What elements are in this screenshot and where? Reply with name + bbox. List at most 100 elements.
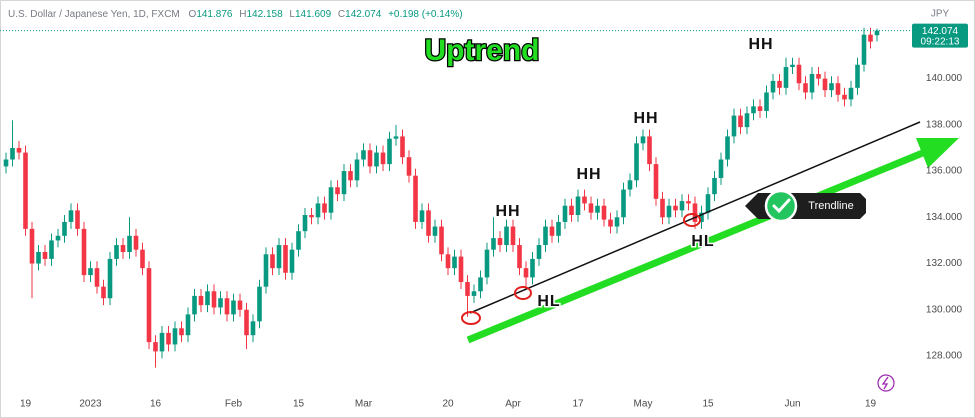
candle-body xyxy=(302,214,308,232)
candle-body xyxy=(146,268,152,343)
check-mark xyxy=(772,198,791,214)
candles xyxy=(3,27,880,368)
candle-body xyxy=(263,254,269,287)
candle-body xyxy=(107,258,113,299)
x-tick-label: 19 xyxy=(865,399,877,410)
candle-body xyxy=(166,332,171,345)
candle-body xyxy=(153,342,158,352)
candle-body xyxy=(783,67,789,88)
candle-body xyxy=(634,143,639,181)
candle-body xyxy=(556,221,561,236)
candle-body xyxy=(400,136,405,158)
candle-body xyxy=(335,187,340,195)
candle-body xyxy=(478,277,483,292)
hh-label: HH xyxy=(748,36,773,53)
candle-body xyxy=(484,249,490,278)
candle-body xyxy=(406,157,412,176)
candle-body xyxy=(770,80,776,93)
ohlc-open: 141.876 xyxy=(196,9,233,20)
y-tick-label: 128.000 xyxy=(926,351,963,362)
candle-body xyxy=(237,300,243,310)
candle-body xyxy=(842,94,847,100)
candle-body xyxy=(432,226,438,236)
candle-body xyxy=(803,83,808,93)
candle-body xyxy=(562,205,568,222)
candle-body xyxy=(738,115,743,128)
candle-body xyxy=(861,34,867,65)
alert-icon-bolt xyxy=(881,376,889,390)
candle-body xyxy=(569,205,574,215)
change: +0.198 (+0.14%) xyxy=(388,9,463,20)
candle-body xyxy=(744,113,750,128)
y-tick-label: 140.000 xyxy=(926,73,963,84)
candle-body xyxy=(517,245,522,269)
candle-body xyxy=(504,226,509,246)
x-tick-label: Feb xyxy=(225,399,243,410)
candle-body xyxy=(647,136,652,165)
candle-body xyxy=(601,205,607,220)
candle-body xyxy=(452,256,457,269)
candle-body xyxy=(192,295,197,315)
candle-body xyxy=(393,136,399,139)
candle-body xyxy=(68,210,74,222)
candle-body xyxy=(29,228,35,264)
legend-header: U.S. Dollar / Japanese Yen, 1D, FXCM O14… xyxy=(8,9,463,20)
candle-body xyxy=(179,328,184,336)
candle-body xyxy=(439,226,444,255)
candle-body xyxy=(835,83,841,95)
candle-body xyxy=(23,152,28,229)
candle-body xyxy=(16,147,22,153)
candle-body xyxy=(731,115,737,137)
candle-body xyxy=(627,180,633,190)
candle-body xyxy=(10,147,15,160)
candle-body xyxy=(289,249,295,273)
candle-body xyxy=(88,268,93,276)
candle-body xyxy=(101,286,106,299)
candle-body xyxy=(855,64,860,88)
candle-body xyxy=(367,150,373,167)
candle-body xyxy=(868,34,873,42)
candle-body xyxy=(328,187,334,213)
candle-body xyxy=(458,256,464,283)
y-tick-label: 132.000 xyxy=(926,258,963,269)
hh-label: HH xyxy=(576,166,601,183)
hl-marker xyxy=(683,213,701,227)
ohlc-prefix: O xyxy=(189,9,197,20)
candle-body xyxy=(276,245,282,269)
candle-body xyxy=(224,298,230,315)
candle-body xyxy=(198,295,204,306)
candle-body xyxy=(666,205,672,218)
ohlc-prefix: C xyxy=(338,9,345,20)
candle-body xyxy=(426,210,431,236)
candle-body xyxy=(55,235,61,241)
hl-label: HL xyxy=(537,293,560,310)
candle-body xyxy=(374,152,379,167)
candle-body xyxy=(582,196,587,204)
candle-body xyxy=(471,291,477,296)
candle-body xyxy=(283,245,288,273)
candle-body xyxy=(764,92,769,111)
x-tick-label: 17 xyxy=(572,399,584,410)
trend-arrow xyxy=(466,148,927,344)
candle-body xyxy=(790,64,795,68)
candle-body xyxy=(679,201,685,211)
candle-body xyxy=(218,298,223,308)
candle-body xyxy=(751,106,756,114)
x-tick-label: 2023 xyxy=(79,399,102,410)
candle-body xyxy=(530,258,535,278)
candle-body xyxy=(36,251,41,264)
x-tick-label: 20 xyxy=(442,399,454,410)
last-price-label: 142.074 xyxy=(922,26,959,37)
ohlc-prefix: L xyxy=(289,9,295,20)
candle-body xyxy=(127,235,132,252)
candle-body xyxy=(621,189,626,218)
candle-body xyxy=(536,245,542,259)
candle-body xyxy=(699,212,704,222)
candle-body xyxy=(94,268,100,287)
candle-body xyxy=(348,171,353,181)
chart-title: Uptrend xyxy=(425,34,540,67)
alert-icon[interactable] xyxy=(877,374,895,392)
candle-body xyxy=(315,203,321,218)
hl-label: HL xyxy=(691,233,714,250)
hl-marker xyxy=(514,286,532,300)
